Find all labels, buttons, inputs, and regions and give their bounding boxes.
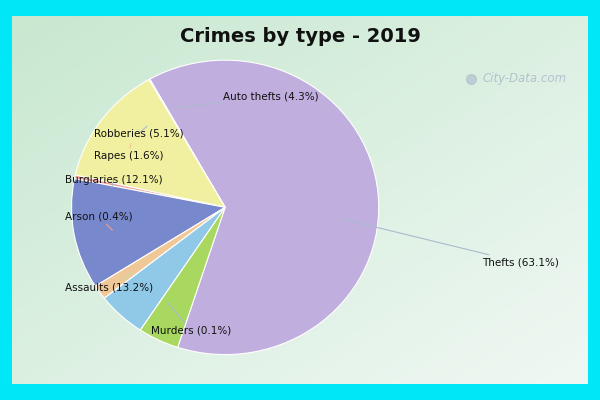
Wedge shape	[150, 60, 379, 354]
Text: Thefts (63.1%): Thefts (63.1%)	[340, 218, 559, 268]
Wedge shape	[140, 207, 225, 347]
Text: Rapes (1.6%): Rapes (1.6%)	[94, 144, 163, 161]
Text: Arson (0.4%): Arson (0.4%)	[65, 212, 133, 230]
Text: Crimes by type - 2019: Crimes by type - 2019	[179, 27, 421, 46]
Wedge shape	[104, 207, 225, 330]
Text: Murders (0.1%): Murders (0.1%)	[151, 303, 232, 336]
Wedge shape	[95, 207, 225, 298]
Text: Robberies (5.1%): Robberies (5.1%)	[94, 126, 183, 139]
Wedge shape	[71, 179, 225, 286]
Text: Assaults (13.2%): Assaults (13.2%)	[65, 273, 153, 292]
Wedge shape	[149, 79, 225, 207]
Text: Auto thefts (4.3%): Auto thefts (4.3%)	[175, 92, 319, 108]
Text: Burglaries (12.1%): Burglaries (12.1%)	[65, 175, 163, 187]
Text: City-Data.com: City-Data.com	[482, 72, 566, 85]
Wedge shape	[75, 80, 225, 207]
Wedge shape	[74, 175, 225, 207]
